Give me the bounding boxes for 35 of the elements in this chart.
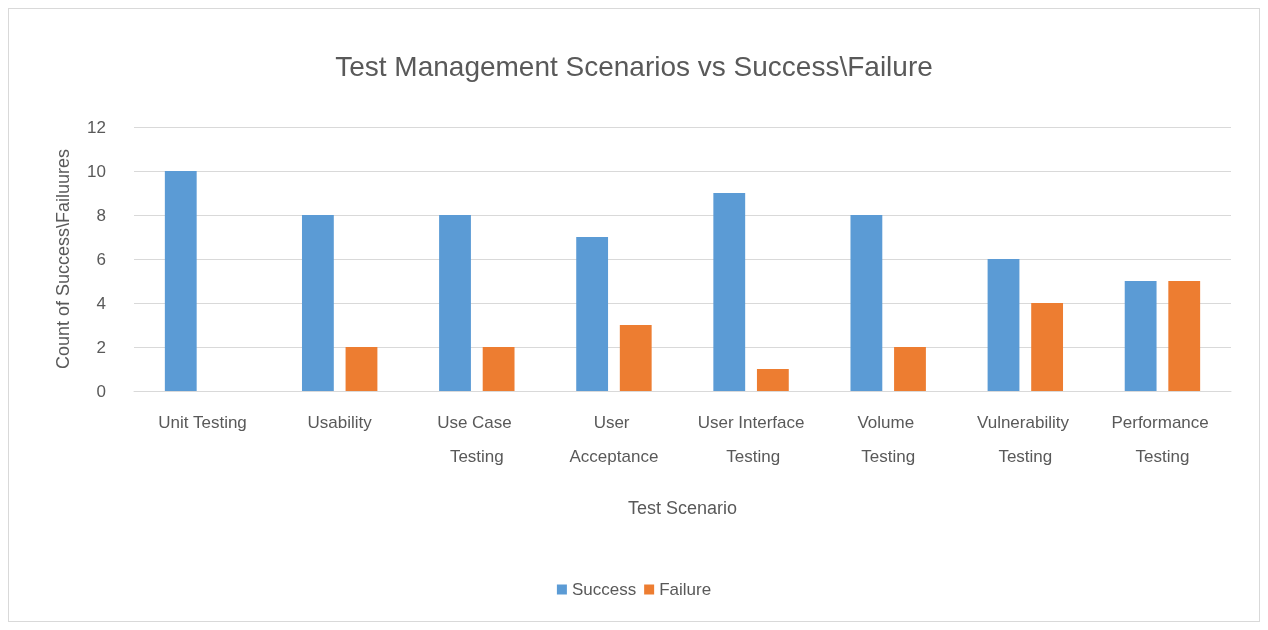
x-tick-label: Performance Testing	[1111, 412, 1214, 466]
y-tick-label: 2	[96, 337, 106, 357]
bar	[164, 171, 197, 391]
x-tick-label: User Interface Testing	[697, 412, 805, 466]
bar	[713, 193, 746, 391]
bar	[850, 215, 883, 391]
y-tick-label: 12	[87, 117, 106, 137]
chart-title: Test Management Scenarios vs Success\Failure	[335, 50, 933, 82]
x-tick-label: Usability	[307, 412, 373, 432]
bar	[1168, 281, 1201, 391]
bar	[894, 347, 926, 391]
y-tick-label: 8	[96, 205, 106, 225]
x-tick-label: Vulnerability Testing	[976, 412, 1074, 466]
y-tick-label: 0	[96, 381, 106, 401]
y-tick-label: 10	[87, 161, 106, 181]
bar	[1124, 281, 1157, 391]
x-tick-label: User Acceptance	[569, 412, 659, 466]
bar	[439, 215, 471, 391]
bar	[1031, 303, 1064, 391]
x-tick-label: Volume Testing	[857, 412, 919, 466]
bar	[756, 369, 789, 391]
bar	[619, 325, 652, 391]
legend-label: Success	[571, 580, 637, 599]
bar	[301, 215, 334, 391]
x-tick-label: Use Case Testing	[437, 412, 517, 466]
bar	[482, 347, 515, 391]
x-axis-title: Test Scenario	[627, 498, 738, 518]
bar	[576, 237, 609, 391]
bar	[987, 259, 1020, 391]
y-tick-label: 4	[96, 293, 106, 313]
y-tick-label: 6	[96, 249, 106, 269]
x-tick-label: Unit Testing	[158, 412, 247, 432]
legend-label: Failure	[659, 580, 712, 599]
y-axis-title: Count of Success\Failuures	[53, 148, 73, 370]
bar	[345, 347, 378, 391]
